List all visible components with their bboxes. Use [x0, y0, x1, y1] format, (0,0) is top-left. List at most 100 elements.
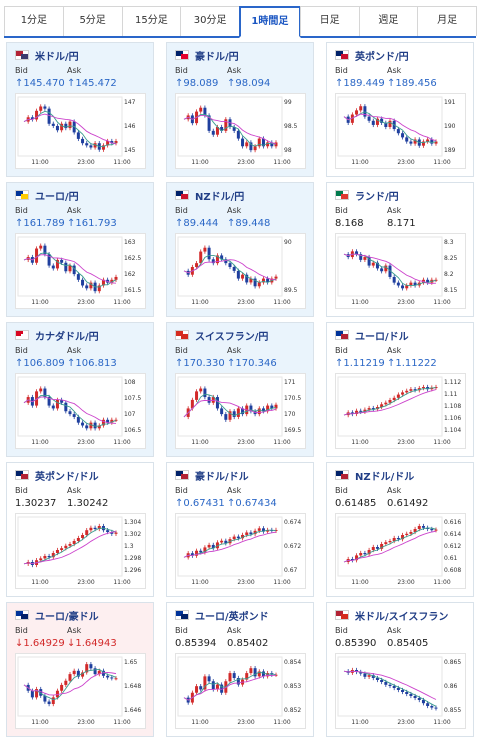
y-tick-label: 1.106 [444, 415, 461, 422]
tab-1hour[interactable]: 1時間足 [239, 6, 301, 38]
candle-body [228, 673, 232, 682]
card-header: 豪ドル/ドル [175, 469, 249, 483]
pair-name-link[interactable]: 英ポンド/ドル [35, 471, 99, 483]
bid-value: 8.168 [335, 218, 364, 229]
candle-body [409, 282, 413, 286]
x-tick-label: 11:00 [31, 719, 48, 726]
pair-name-link[interactable]: カナダドル/円 [35, 331, 99, 343]
price-chart[interactable]: 0.854 0.853 0.852 11:00 23:00 11:00 [175, 653, 306, 729]
y-tick-label: 0.612 [444, 543, 461, 550]
candle-body [101, 670, 105, 676]
currency-card[interactable]: 米ドル/円 Bid Ask ↑145.470 ↑145.472 147 146 145 11:0… [6, 42, 154, 177]
candle-body [81, 279, 85, 286]
currency-card[interactable]: ランド/円 Bid Ask 8.168 8.171 8.3 8.25 8.2 8.15 11:00… [326, 182, 474, 317]
x-tick-label: 23:00 [77, 299, 94, 306]
y-tick-label: 146 [124, 123, 136, 130]
pair-name-link[interactable]: NZドル/円 [195, 191, 245, 203]
currency-card[interactable]: ユーロ/英ポンド Bid Ask 0.85394 0.85402 0.854 0.853 0.… [166, 602, 314, 737]
currency-card[interactable]: ユーロ/ドル Bid Ask ↑1.11219 ↑1.11222 1.112 1.11 1.1… [326, 322, 474, 457]
pair-name-link[interactable]: ランド/円 [355, 191, 399, 203]
price-chart[interactable]: 0.616 0.614 0.612 0.61 0.608 11:00 23:00 11:00 [335, 513, 466, 589]
price-chart[interactable]: 0.865 0.86 0.855 11:00 23:00 11:00 [335, 653, 466, 729]
candle-body [110, 532, 114, 534]
card-header: 英ポンド/ドル [15, 469, 99, 483]
price-chart[interactable]: 147 146 145 11:00 23:00 11:00 [15, 93, 146, 169]
candle-body [51, 265, 55, 269]
pair-name-link[interactable]: ユーロ/円 [35, 191, 79, 203]
currency-card[interactable]: 豪ドル/円 Bid Ask ↑98.089 ↑98.094 99 98.5 98 11:00 23… [166, 42, 314, 177]
price-chart[interactable]: 99 98.5 98 11:00 23:00 11:00 [175, 93, 306, 169]
bid-value: ↑170.330 [175, 358, 225, 369]
candle-body [257, 408, 261, 415]
ma-short-line [343, 527, 437, 563]
pair-name-link[interactable]: スイスフラン/円 [195, 331, 269, 343]
candle-body [68, 674, 72, 681]
currency-card[interactable]: 英ポンド/ドル Bid Ask 1.30237 1.30242 1.304 1.302 1.3… [6, 462, 154, 597]
candle-body [359, 672, 363, 674]
candle-body [375, 547, 379, 549]
pair-name-link[interactable]: 米ドル/スイスフラン [355, 611, 449, 623]
pair-name-link[interactable]: ユーロ/英ポンド [195, 611, 269, 623]
x-tick-label: 11:00 [31, 439, 48, 446]
tab-daily[interactable]: 日足 [299, 6, 360, 36]
price-chart[interactable]: 163 162.5 162 161.5 11:00 23:00 11:00 [15, 233, 146, 309]
x-tick-label: 11:00 [351, 579, 368, 586]
candle-body [363, 257, 367, 260]
price-chart[interactable]: 108 107.5 107 106.5 11:00 23:00 11:00 [15, 373, 146, 449]
candle-body [51, 697, 55, 705]
y-tick-label: 1.646 [124, 707, 141, 714]
pair-name-link[interactable]: 米ドル/円 [35, 51, 79, 63]
pair-name-link[interactable]: NZドル/ドル [355, 471, 415, 483]
flag-icon [175, 330, 189, 340]
bid-label: Bid [175, 206, 188, 215]
price-chart[interactable]: 1.112 1.11 1.108 1.106 1.104 11:00 23:00 11:00 [335, 373, 466, 449]
chart-svg: 0.865 0.86 0.855 11:00 23:00 11:00 [337, 656, 461, 726]
tab-5min[interactable]: 5分足 [62, 6, 123, 36]
ask-label: Ask [227, 626, 242, 635]
candle-body [68, 411, 72, 415]
currency-card[interactable]: 豪ドル/ドル Bid Ask ↑0.67431 ↑0.67434 0.674 0.672 0.… [166, 462, 314, 597]
y-tick-label: 171 [284, 379, 296, 386]
x-tick-label: 11:00 [273, 719, 290, 726]
pair-name-link[interactable]: ユーロ/ドル [355, 331, 409, 343]
currency-card[interactable]: NZドル/ドル Bid Ask 0.61485 0.61492 0.616 0.614 0.6… [326, 462, 474, 597]
candle-body [72, 414, 76, 417]
pair-name-link[interactable]: 豪ドル/円 [195, 51, 239, 63]
currency-card[interactable]: ユーロ/円 Bid Ask ↑161.789 ↑161.793 163 162.5 162 16… [6, 182, 154, 317]
candle-body [257, 282, 261, 287]
price-chart[interactable]: 8.3 8.25 8.2 8.15 11:00 23:00 11:00 [335, 233, 466, 309]
card-header: スイスフラン/円 [175, 329, 269, 343]
candle-body [413, 696, 417, 698]
tab-monthly[interactable]: 月足 [417, 6, 477, 36]
pair-name-link[interactable]: ユーロ/豪ドル [35, 611, 99, 623]
price-chart[interactable]: 1.65 1.648 1.646 11:00 23:00 11:00 [15, 653, 146, 729]
currency-card[interactable]: 英ポンド/円 Bid Ask ↑189.449 ↑189.456 191 190 189 11:… [326, 42, 474, 177]
currency-card[interactable]: ユーロ/豪ドル Bid Ask ↓1.64929 ↓1.64943 1.65 1.648 1.… [6, 602, 154, 737]
candle-body [232, 673, 236, 678]
candle-body [426, 139, 430, 142]
candle-body [261, 278, 265, 283]
currency-card[interactable]: 米ドル/スイスフラン Bid Ask 0.85390 0.85405 0.865 0.86 0… [326, 602, 474, 737]
candle-body [371, 675, 375, 678]
candle-body [274, 142, 278, 147]
price-chart[interactable]: 191 190 189 11:00 23:00 11:00 [335, 93, 466, 169]
candle-body [384, 122, 388, 127]
pair-name-link[interactable]: 豪ドル/ドル [195, 471, 249, 483]
price-chart[interactable]: 1.304 1.302 1.3 1.298 1.296 11:00 23:00 11:00 [15, 513, 146, 589]
currency-card[interactable]: スイスフラン/円 Bid Ask ↑170.330 ↑170.346 171 170.5 17… [166, 322, 314, 457]
price-chart[interactable]: 171 170.5 170 169.5 11:00 23:00 11:00 [175, 373, 306, 449]
tab-30min[interactable]: 30分足 [180, 6, 240, 36]
candle-body [392, 538, 396, 541]
flag-icon [175, 610, 189, 620]
x-tick-label: 23:00 [77, 719, 94, 726]
currency-card[interactable]: NZドル/円 Bid Ask ↑89.444 ↑89.448 90 89.5 11:00 23:… [166, 182, 314, 317]
tab-weekly[interactable]: 週足 [358, 6, 419, 36]
tab-15min[interactable]: 15分足 [121, 6, 182, 36]
price-chart[interactable]: 0.674 0.672 0.67 11:00 23:00 11:00 [175, 513, 306, 589]
candle-body [60, 123, 64, 131]
pair-name-link[interactable]: 英ポンド/円 [355, 51, 409, 63]
candle-body [215, 684, 219, 690]
tab-1min[interactable]: 1分足 [4, 6, 64, 36]
price-chart[interactable]: 90 89.5 11:00 23:00 11:00 [175, 233, 306, 309]
currency-card[interactable]: カナダドル/円 Bid Ask ↑106.809 ↑106.813 108 107.5 107… [6, 322, 154, 457]
